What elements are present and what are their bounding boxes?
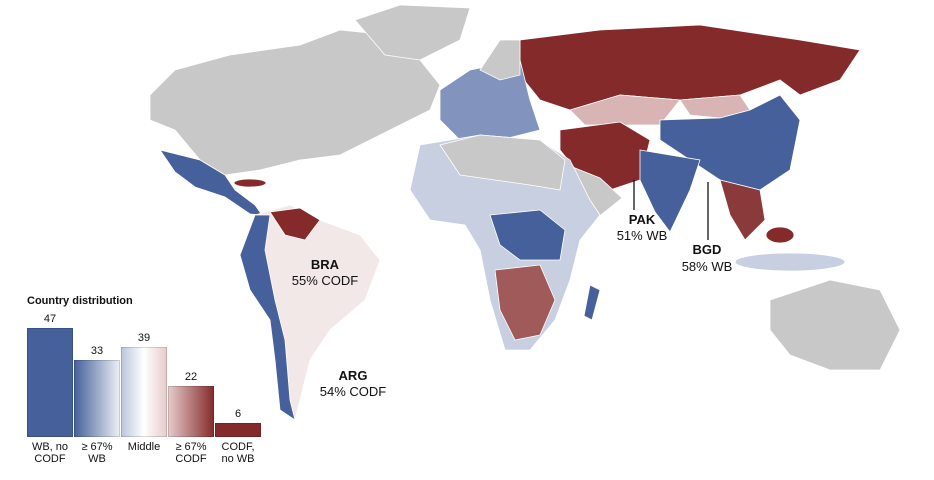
annotation-code: BGD [692,242,722,257]
value-label: 47 [43,313,57,325]
value-label: 33 [90,345,104,358]
value-label: 39 [137,331,151,344]
scandinavia [479,39,521,81]
china [659,94,801,191]
category-label: CODF, no WB [221,441,255,465]
southern-africa [494,264,556,341]
north-africa [439,134,566,191]
annotation-code: PAK [628,212,656,227]
madagascar [583,284,601,321]
venezuela [269,207,321,241]
annotation-code: ARG [338,368,368,383]
indonesia [734,252,846,272]
category-label: ≥ 67% WB [81,441,113,465]
annotation-code: BRA [310,257,340,272]
annotation-label: 55% CODF [291,273,359,288]
category-label: WB, no CODF [31,441,69,465]
greenland [354,4,471,61]
bar [74,360,120,437]
bar [215,423,261,437]
value-label: 6 [234,408,242,421]
bar [27,328,73,437]
category-label: Middle [127,441,161,453]
category-label: ≥ 67% CODF [175,441,207,465]
value-label: 22 [184,370,198,383]
legend-title: Country distribution [27,295,133,307]
bar [121,346,167,437]
borneo [765,226,795,244]
cuba [233,178,267,188]
andes [239,214,296,421]
annotation-label: 54% CODF [319,384,387,399]
russia [519,24,861,111]
bar [168,385,214,437]
southeast-asia [719,179,766,241]
annotation-label: 58% WB [681,259,733,274]
australia [769,279,901,371]
annotation-label: 51% WB [616,228,668,243]
central-africa [489,209,566,261]
india [639,149,701,233]
